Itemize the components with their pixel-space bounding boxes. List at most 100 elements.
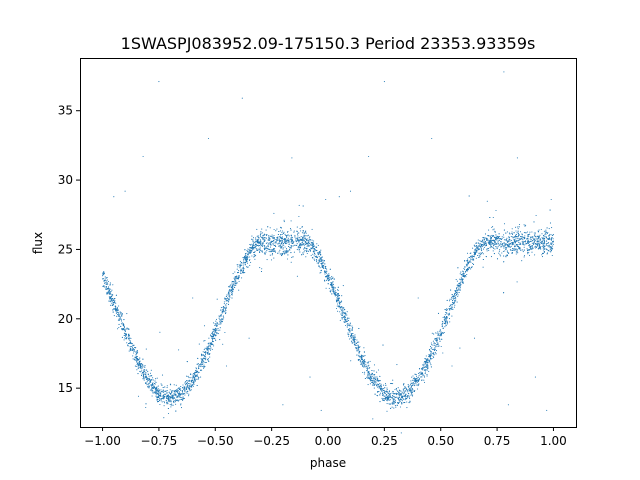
data-point bbox=[173, 391, 175, 393]
data-point bbox=[157, 392, 159, 394]
data-point bbox=[241, 270, 243, 272]
data-point bbox=[548, 235, 550, 237]
data-point bbox=[403, 398, 405, 400]
data-point bbox=[535, 237, 537, 239]
data-point bbox=[306, 243, 308, 245]
data-point bbox=[235, 284, 237, 286]
data-point bbox=[364, 355, 366, 357]
data-point bbox=[539, 240, 541, 242]
data-point bbox=[351, 341, 353, 344]
data-point bbox=[429, 359, 431, 361]
data-point bbox=[260, 242, 262, 244]
data-point bbox=[256, 242, 258, 244]
data-point bbox=[232, 287, 234, 289]
data-point bbox=[451, 294, 453, 296]
data-point bbox=[347, 333, 349, 335]
data-point bbox=[128, 338, 130, 340]
data-point bbox=[238, 264, 240, 266]
data-point bbox=[281, 233, 283, 236]
data-point bbox=[313, 248, 315, 250]
data-point bbox=[536, 239, 538, 241]
data-point bbox=[443, 331, 445, 334]
data-point bbox=[137, 363, 139, 365]
data-point bbox=[254, 247, 256, 249]
data-point bbox=[426, 365, 428, 367]
data-point bbox=[211, 333, 213, 335]
data-point bbox=[401, 392, 403, 394]
data-point bbox=[367, 384, 369, 386]
data-point bbox=[192, 377, 194, 379]
data-point bbox=[228, 292, 230, 294]
data-point bbox=[216, 325, 218, 327]
data-point bbox=[182, 392, 184, 394]
data-point bbox=[297, 239, 299, 241]
data-point bbox=[463, 275, 465, 277]
data-point bbox=[546, 240, 548, 242]
data-point bbox=[186, 392, 188, 394]
data-point bbox=[395, 389, 398, 391]
data-point bbox=[145, 406, 147, 409]
data-point bbox=[286, 258, 289, 260]
data-point bbox=[290, 261, 292, 263]
data-point bbox=[489, 240, 491, 242]
data-point bbox=[254, 258, 256, 260]
data-point bbox=[429, 346, 432, 348]
data-point bbox=[256, 235, 258, 237]
data-point bbox=[539, 238, 541, 240]
data-point bbox=[242, 271, 244, 273]
data-point bbox=[378, 387, 380, 389]
data-point bbox=[495, 209, 497, 212]
data-point bbox=[375, 381, 377, 383]
data-point bbox=[285, 248, 288, 250]
data-point bbox=[546, 253, 548, 255]
data-point bbox=[548, 237, 551, 239]
data-point bbox=[426, 374, 428, 376]
data-point bbox=[190, 377, 192, 379]
data-point bbox=[310, 254, 312, 256]
data-point bbox=[317, 254, 319, 256]
data-point bbox=[180, 403, 182, 405]
data-point bbox=[517, 230, 519, 232]
data-point bbox=[431, 347, 433, 349]
data-point bbox=[115, 302, 117, 304]
data-point bbox=[482, 241, 484, 243]
data-point bbox=[385, 397, 387, 399]
data-point bbox=[302, 231, 304, 233]
data-point bbox=[379, 394, 381, 396]
data-point bbox=[487, 248, 489, 250]
data-point bbox=[267, 226, 269, 228]
data-point bbox=[244, 262, 246, 264]
data-point bbox=[174, 390, 176, 392]
data-point bbox=[531, 251, 533, 253]
data-point bbox=[140, 371, 142, 373]
data-point bbox=[232, 273, 234, 275]
data-point bbox=[531, 240, 534, 242]
data-point bbox=[410, 394, 412, 396]
data-point bbox=[422, 364, 424, 366]
data-point bbox=[188, 383, 190, 385]
data-point bbox=[296, 244, 298, 246]
data-point bbox=[530, 238, 532, 241]
data-point bbox=[445, 316, 447, 319]
data-point bbox=[160, 383, 162, 385]
data-point bbox=[455, 297, 457, 299]
data-point bbox=[527, 242, 529, 244]
data-point bbox=[283, 244, 285, 246]
data-point bbox=[406, 389, 409, 391]
data-point bbox=[510, 236, 512, 238]
data-point bbox=[362, 371, 364, 374]
data-point bbox=[528, 241, 530, 243]
data-point bbox=[393, 407, 395, 409]
data-point bbox=[293, 230, 295, 232]
data-point bbox=[106, 279, 108, 281]
data-point bbox=[207, 357, 209, 360]
data-point bbox=[130, 349, 132, 351]
data-point bbox=[209, 356, 211, 358]
data-point bbox=[327, 276, 329, 278]
data-point bbox=[460, 274, 462, 276]
data-point bbox=[538, 242, 540, 244]
data-point bbox=[238, 289, 240, 291]
data-point bbox=[376, 394, 378, 396]
data-point bbox=[450, 289, 452, 291]
data-point bbox=[312, 243, 315, 245]
